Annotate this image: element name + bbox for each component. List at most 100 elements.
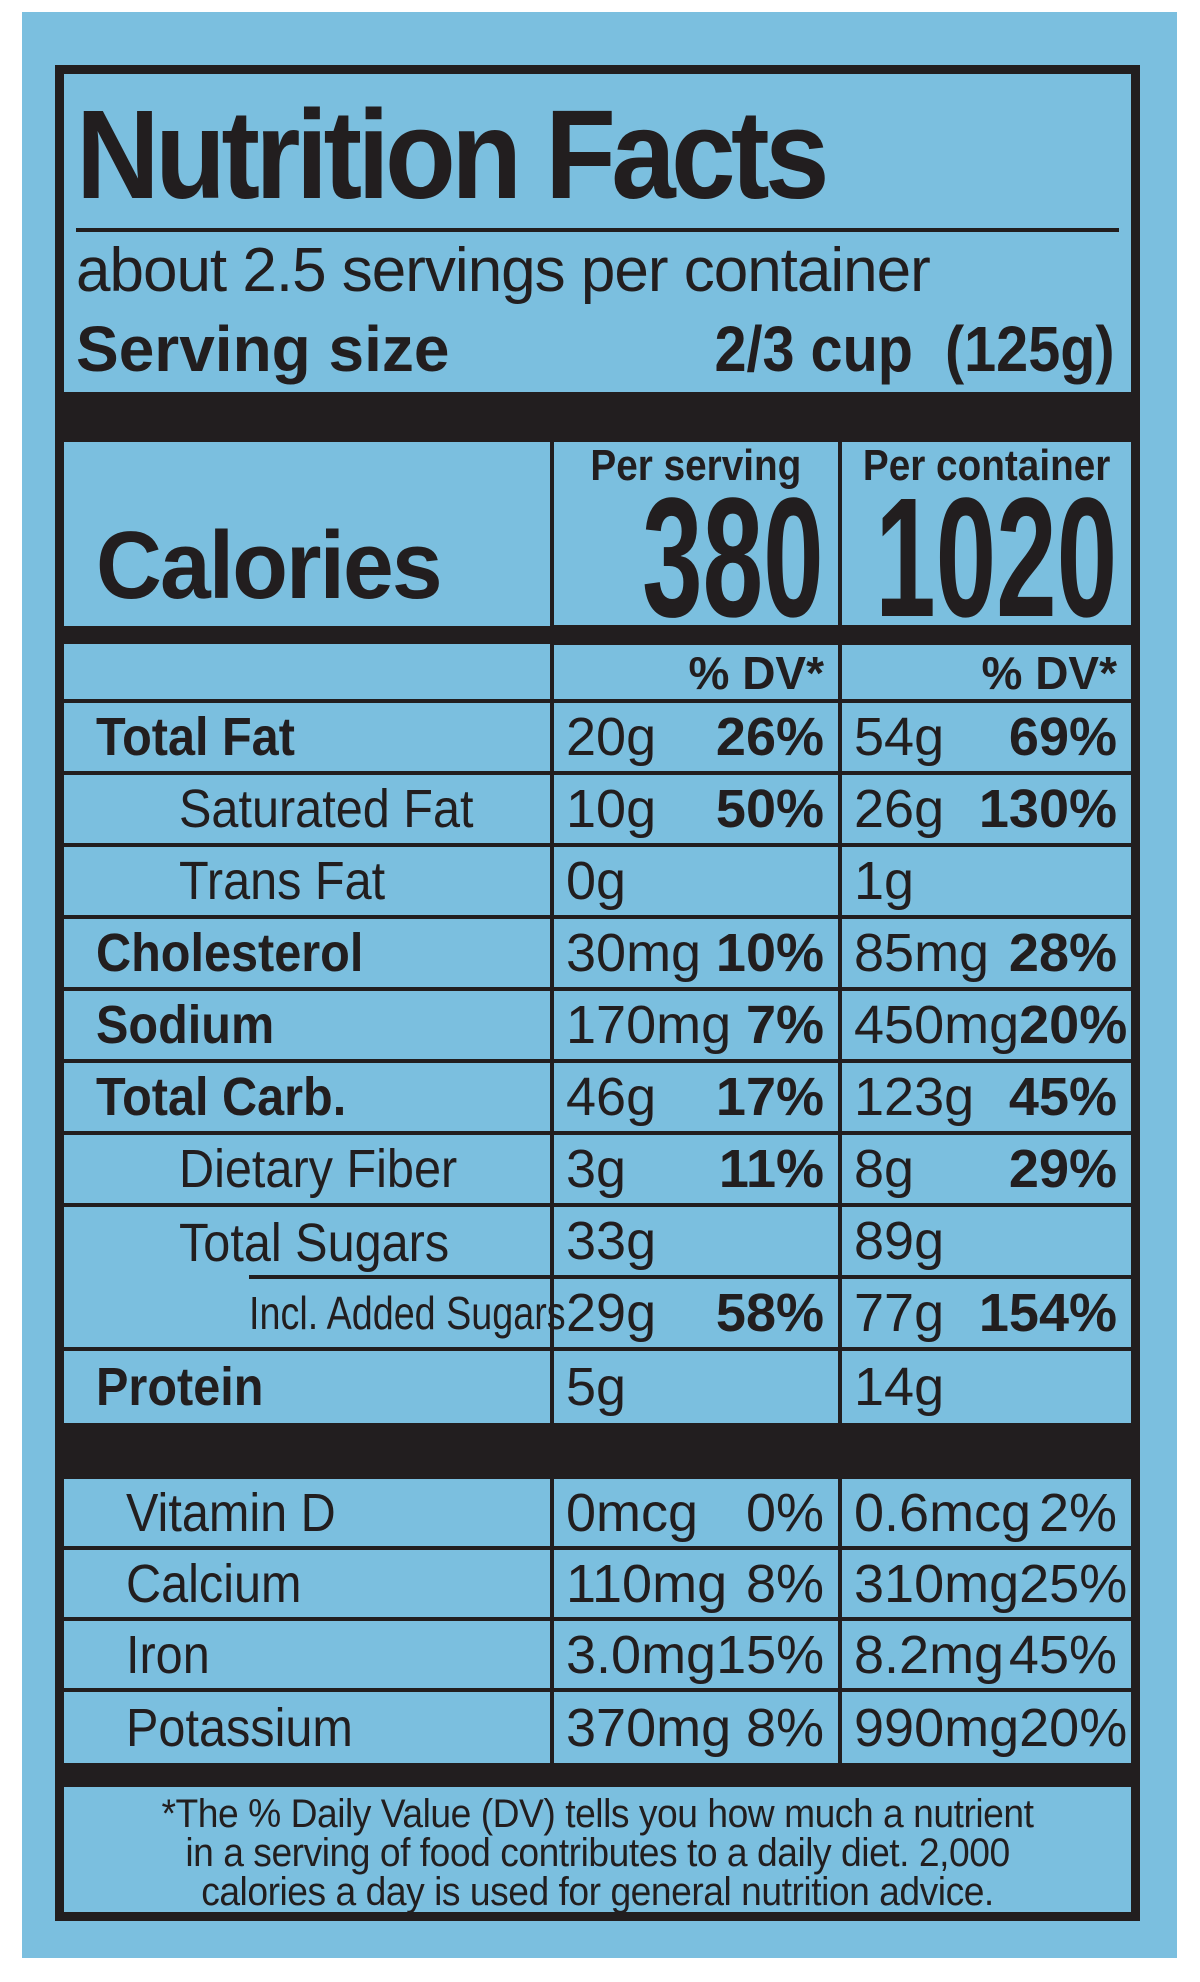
nutrient-name: Iron bbox=[126, 1624, 210, 1685]
nutrient-row-iron: Iron 3.0mg 15% 8.2mg 45% bbox=[64, 1621, 1131, 1693]
nutrient-row-saturated-fat: Saturated Fat 10g 50% 26g 130% bbox=[64, 775, 1131, 848]
nutrient-row-vitamin-d: Vitamin D 0mcg 0% 0.6mcg 2% bbox=[64, 1479, 1131, 1551]
thick-divider-bar bbox=[64, 391, 1131, 442]
footnote-line: in a serving of food contributes to a da… bbox=[185, 1830, 1010, 1875]
amount-per-serving: 170mg bbox=[566, 995, 732, 1056]
nutrition-facts-label: Nutrition Facts about 2.5 servings per c… bbox=[55, 65, 1140, 1921]
calories-per-container: 1020 bbox=[838, 473, 1131, 643]
dv-per-container: 20% bbox=[1019, 1697, 1128, 1758]
dv-per-serving: 26% bbox=[715, 707, 824, 768]
package-background bbox=[22, 12, 1177, 1958]
nutrient-row-added-sugars: Incl. Added Sugars 29g 58% 77g 154% bbox=[64, 1279, 1131, 1352]
nutrient-name: Total Fat bbox=[96, 707, 295, 768]
nutrient-name: Incl. Added Sugars bbox=[249, 1287, 566, 1340]
dv-per-container: 28% bbox=[1008, 923, 1117, 984]
nutrient-name: Potassium bbox=[126, 1697, 353, 1758]
nutrient-row-cholesterol: Cholesterol 30mg 10% 85mg 28% bbox=[64, 919, 1131, 992]
nutrient-name: Trans Fat bbox=[179, 851, 386, 912]
amount-per-container: 450mg bbox=[854, 995, 1020, 1056]
amount-per-serving: 110mg bbox=[566, 1553, 728, 1614]
amount-per-container: 14g bbox=[854, 1357, 945, 1418]
serving-size-row: Serving size 2/3 cup (125g) bbox=[64, 302, 1131, 385]
dv-per-serving: 0% bbox=[745, 1482, 824, 1543]
amount-per-serving: 30mg bbox=[566, 923, 702, 984]
amount-per-container: 89g bbox=[854, 1211, 945, 1272]
amount-per-serving: 0g bbox=[566, 851, 627, 912]
dv-per-serving: 17% bbox=[715, 1067, 824, 1128]
amount-per-container: 123g bbox=[854, 1067, 975, 1128]
footnote-line: *The % Daily Value (DV) tells you how mu… bbox=[161, 1791, 1034, 1836]
amount-per-serving: 10g bbox=[566, 779, 657, 840]
amount-per-container: 26g bbox=[854, 779, 945, 840]
servings-per-container: about 2.5 servings per container bbox=[76, 235, 931, 305]
nutrient-row-calcium: Calcium 110mg 8% 310mg 25% bbox=[64, 1550, 1131, 1622]
per-serving-header: Per serving bbox=[550, 441, 838, 490]
dv-per-serving: 58% bbox=[715, 1283, 824, 1344]
dv-per-serving: 8% bbox=[745, 1697, 824, 1758]
dv-footnote: *The % Daily Value (DV) tells you how mu… bbox=[64, 1787, 1131, 1912]
calories-per-serving: 380 bbox=[550, 473, 838, 643]
dv-header-row: % DV* % DV* bbox=[64, 647, 1131, 704]
amount-per-serving: 5g bbox=[566, 1357, 627, 1418]
nutrient-row-dietary-fiber: Dietary Fiber 3g 11% 8g 29% bbox=[64, 1135, 1131, 1208]
nutrient-row-sodium: Sodium 170mg 7% 450mg 20% bbox=[64, 991, 1131, 1064]
nutrient-name: Sodium bbox=[96, 995, 275, 1056]
nutrient-name: Protein bbox=[96, 1357, 264, 1418]
dv-per-serving: 7% bbox=[745, 995, 824, 1056]
amount-per-serving: 33g bbox=[566, 1211, 657, 1272]
nutrition-title: Nutrition Facts bbox=[76, 84, 829, 225]
serving-size-label: Serving size bbox=[76, 312, 450, 385]
footnote-divider-bar bbox=[64, 1762, 1131, 1787]
dv-per-container: 130% bbox=[978, 779, 1117, 840]
dv-per-serving: 15% bbox=[716, 1624, 825, 1685]
amount-per-serving: 46g bbox=[566, 1067, 657, 1128]
amount-per-serving: 29g bbox=[566, 1283, 657, 1344]
amount-per-container: 77g bbox=[854, 1283, 945, 1344]
nutrient-row-potassium: Potassium 370mg 8% 990mg 20% bbox=[64, 1692, 1131, 1763]
amount-per-container: 1g bbox=[854, 851, 915, 912]
amount-per-serving: 0mcg bbox=[566, 1482, 699, 1543]
nutrient-name: Dietary Fiber bbox=[179, 1139, 458, 1200]
indented-separator bbox=[249, 1275, 550, 1280]
dv-per-container: 154% bbox=[978, 1283, 1117, 1344]
nutrient-row-total-fat: Total Fat 20g 26% 54g 69% bbox=[64, 703, 1131, 776]
amount-per-container: 0.6mcg bbox=[854, 1482, 1032, 1543]
dv-per-container: 20% bbox=[1019, 995, 1128, 1056]
dv-per-serving: 50% bbox=[715, 779, 824, 840]
nutrient-name: Cholesterol bbox=[96, 923, 364, 984]
amount-per-container: 310mg bbox=[854, 1553, 1020, 1614]
amount-per-serving: 3.0mg bbox=[566, 1624, 717, 1685]
serving-size-value: 2/3 cup (125g) bbox=[714, 312, 1115, 385]
calories-underline-row bbox=[64, 623, 1131, 648]
column-header-row: Per serving Per container bbox=[64, 441, 1131, 490]
dv-per-serving: 11% bbox=[718, 1139, 824, 1200]
nutrient-name: Calcium bbox=[126, 1553, 302, 1614]
title-divider bbox=[76, 227, 1119, 232]
nutrient-name: Vitamin D bbox=[126, 1482, 336, 1543]
dv-per-serving: 8% bbox=[745, 1553, 824, 1614]
amount-per-serving: 370mg bbox=[566, 1697, 732, 1758]
dv-per-serving: 10% bbox=[715, 923, 824, 984]
dv-per-container: 25% bbox=[1019, 1553, 1128, 1614]
per-container-header: Per container bbox=[838, 441, 1131, 490]
amount-per-serving: 20g bbox=[566, 707, 657, 768]
footnote-line: calories a day is used for general nutri… bbox=[201, 1869, 994, 1914]
amount-per-container: 8g bbox=[854, 1139, 915, 1200]
nutrient-name: Total Sugars bbox=[179, 1213, 450, 1274]
nutrient-name: Total Carb. bbox=[96, 1067, 347, 1128]
nutrient-row-protein: Protein 5g 14g bbox=[64, 1351, 1131, 1424]
dv-per-container: 29% bbox=[1008, 1139, 1117, 1200]
nutrient-row-trans-fat: Trans Fat 0g 1g bbox=[64, 847, 1131, 920]
dv-per-container: 45% bbox=[1008, 1624, 1117, 1685]
dv-per-container: 45% bbox=[1008, 1067, 1117, 1128]
dv-per-container: 69% bbox=[1008, 707, 1117, 768]
nutrient-name: Saturated Fat bbox=[179, 779, 474, 840]
calories-row: Calories 380 1020 bbox=[64, 473, 1131, 643]
dv-header-per-container: % DV* bbox=[838, 647, 1131, 704]
nutrient-row-total-carb: Total Carb. 46g 17% 123g 45% bbox=[64, 1063, 1131, 1136]
dv-header-per-serving: % DV* bbox=[550, 647, 838, 704]
amount-per-serving: 3g bbox=[566, 1139, 627, 1200]
nutrient-row-total-sugars: Total Sugars 33g 89g bbox=[64, 1207, 1131, 1280]
calories-label: Calories bbox=[96, 512, 443, 620]
amount-per-container: 8.2mg bbox=[854, 1624, 1005, 1685]
